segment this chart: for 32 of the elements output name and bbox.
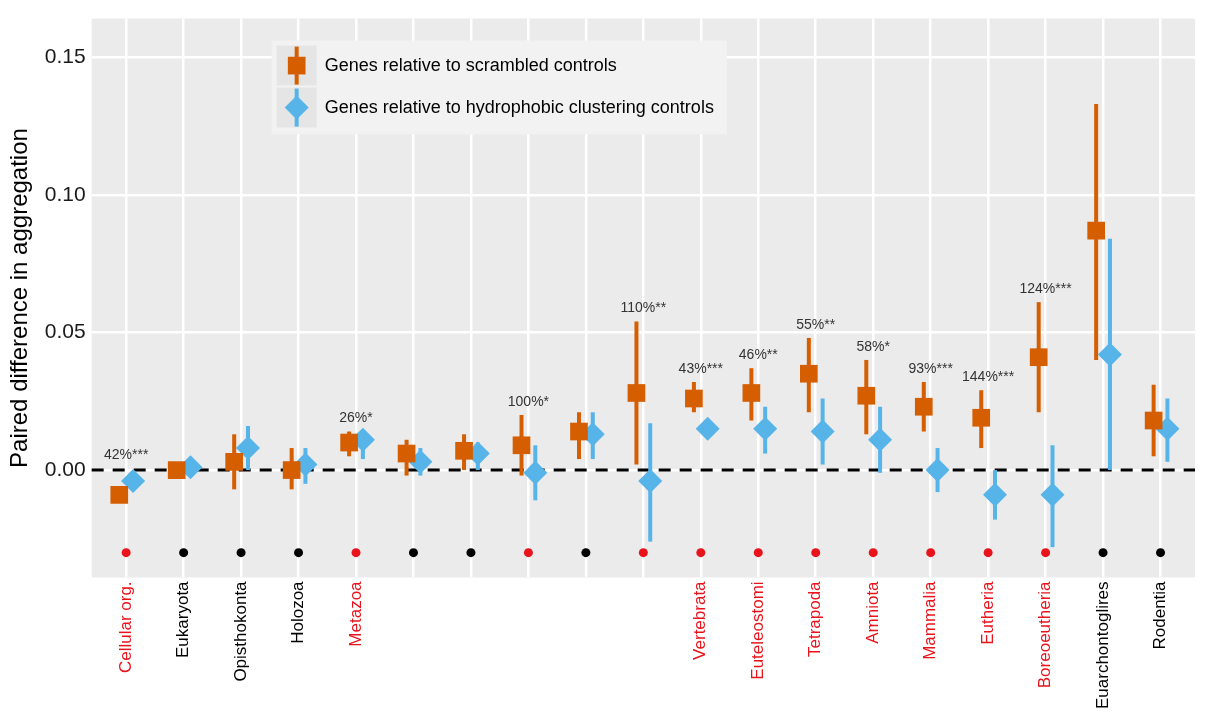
x-tick-label: Eukaryota	[173, 580, 193, 658]
legend-label: Genes relative to scrambled controls	[324, 54, 617, 75]
annotation: 110%**	[620, 299, 667, 316]
y-tick-label: 0.05	[44, 319, 86, 343]
annotation: 55%**	[796, 315, 836, 332]
annotation: 43%***	[678, 359, 724, 376]
x-tick-label: Euteleostomi	[747, 581, 767, 680]
x-tick-label: Tetrapoda	[805, 580, 825, 658]
annotation: 124%***	[1019, 280, 1073, 296]
legend-label: Genes relative to hydrophobic clustering controls	[324, 96, 714, 117]
y-tick-label: 0.00	[44, 456, 86, 480]
x-tick-label: Metazoa	[345, 580, 365, 647]
x-tick-label: Holozoa	[288, 580, 308, 644]
x-tick-label: Vertebrata	[690, 580, 710, 660]
x-tick-label: Rodentia	[1150, 580, 1170, 650]
x-tick-label: Boreoeutheria	[1035, 580, 1055, 689]
y-tick-label: 0.10	[44, 181, 86, 205]
annotation: 42%***	[103, 445, 149, 462]
annotation: 26%*	[339, 409, 374, 426]
x-tick-label: Eutheria	[977, 580, 997, 645]
annotation: 100%*	[507, 392, 550, 409]
x-tick-label: Cellular org.	[115, 581, 135, 674]
x-tick-label: Mammalia	[920, 580, 940, 660]
x-tick-label: Amniota	[862, 580, 882, 644]
annotation: 144%***	[962, 368, 1015, 385]
y-tick-label: 0.15	[44, 43, 86, 67]
y-axis-title: Paired difference in aggregation	[5, 128, 33, 468]
annotation: 58%*	[856, 337, 891, 354]
x-tick-label: Opisthokonta	[230, 580, 250, 682]
x-tick-label: Euarchontoglires	[1092, 581, 1112, 709]
annotation: 93%***	[908, 359, 954, 376]
annotation: 46%**	[738, 346, 779, 363]
